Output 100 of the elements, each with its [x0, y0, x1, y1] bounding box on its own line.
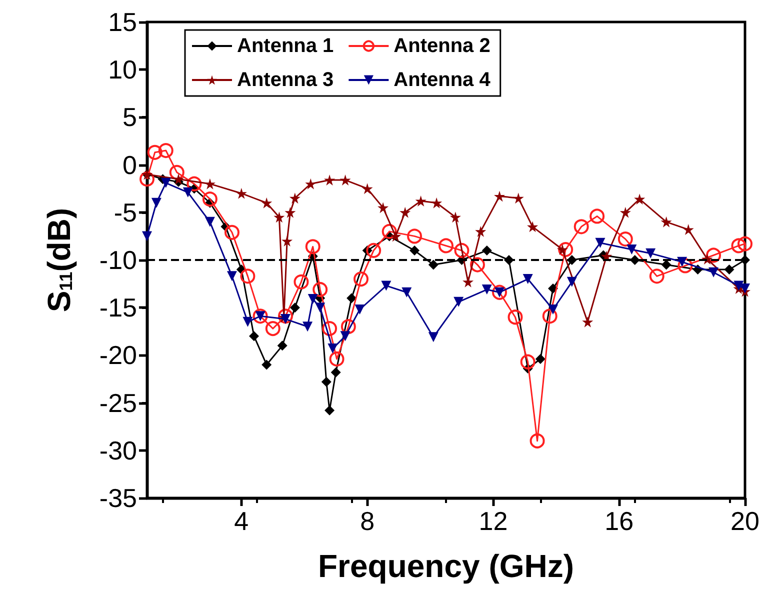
point: [366, 242, 382, 258]
point: [378, 202, 389, 214]
point: [289, 192, 300, 204]
point: [186, 176, 202, 192]
y-tick-label: -25: [99, 388, 137, 418]
x-axis-title: Frequency (GHz): [318, 548, 574, 584]
y-tick-label: 15: [108, 7, 137, 37]
point: [740, 255, 750, 265]
point: [494, 190, 506, 202]
point: [240, 268, 256, 284]
y-tick-label: -5: [114, 197, 137, 228]
point: [160, 178, 171, 188]
point: [158, 143, 174, 158]
legend-label: Antenna 1: [237, 35, 334, 57]
point: [330, 367, 341, 378]
point: [522, 274, 533, 284]
point: [322, 321, 338, 336]
point: [354, 304, 365, 315]
point: [738, 236, 752, 252]
point: [431, 197, 442, 208]
point: [236, 188, 247, 199]
point: [649, 268, 664, 284]
point: [582, 316, 594, 328]
y-tick-label: -35: [99, 483, 137, 513]
point: [454, 296, 464, 307]
point: [678, 258, 693, 274]
x-tick-label: 8: [360, 506, 375, 536]
x-tick-label: 20: [730, 506, 760, 536]
point: [282, 235, 293, 246]
y-tick-label: 10: [108, 54, 137, 85]
point: [294, 274, 309, 290]
point: [512, 192, 524, 204]
point: [706, 248, 722, 263]
point: [400, 206, 411, 218]
legend-label: Antenna 2: [394, 35, 490, 57]
point: [265, 321, 280, 336]
point: [315, 302, 326, 313]
point: [535, 354, 546, 364]
x-tick-label: 16: [604, 506, 634, 536]
point: [226, 271, 237, 282]
point: [470, 257, 485, 272]
point: [328, 344, 338, 354]
point: [620, 206, 631, 218]
point: [402, 287, 412, 298]
point: [475, 226, 486, 237]
point: [305, 239, 320, 254]
point: [308, 294, 318, 304]
point: [646, 248, 656, 258]
point: [261, 197, 272, 208]
point: [462, 276, 474, 288]
point: [305, 178, 316, 190]
point: [172, 174, 184, 185]
point: [566, 276, 577, 287]
point: [520, 354, 536, 370]
point: [618, 232, 633, 247]
point: [182, 187, 193, 198]
point: [415, 195, 426, 206]
point: [740, 284, 750, 294]
point: [202, 192, 218, 207]
y-tick-label: -30: [99, 435, 137, 466]
y-tick-label: -15: [99, 292, 137, 323]
x-tick-label: 4: [234, 506, 249, 536]
point: [407, 228, 422, 244]
point: [548, 284, 558, 294]
point: [482, 245, 492, 256]
point: [542, 308, 558, 324]
point: [324, 405, 335, 416]
y-tick-label: 0: [122, 150, 137, 180]
point: [595, 238, 606, 248]
point: [224, 224, 240, 240]
point: [249, 331, 260, 342]
point: [340, 319, 356, 334]
point: [634, 194, 646, 205]
point: [147, 144, 162, 160]
point: [454, 242, 470, 258]
point: [428, 260, 438, 270]
point: [142, 231, 152, 242]
point: [274, 212, 285, 223]
point: [508, 310, 523, 325]
point: [381, 280, 392, 291]
y-axis-title: S11(dB): [41, 208, 77, 312]
point: [321, 376, 332, 387]
point: [242, 316, 253, 327]
point: [626, 244, 637, 255]
point: [530, 433, 545, 448]
point: [724, 264, 734, 275]
point: [708, 267, 719, 278]
point: [734, 280, 744, 291]
point: [340, 174, 351, 186]
point: [438, 238, 454, 254]
point: [558, 242, 574, 258]
point: [354, 272, 369, 287]
point: [527, 221, 538, 232]
point: [262, 360, 272, 370]
point: [140, 172, 154, 187]
point: [204, 216, 215, 227]
point: [151, 198, 162, 208]
point: [277, 340, 288, 351]
point: [590, 208, 605, 224]
x-tick-label: 12: [478, 506, 508, 536]
